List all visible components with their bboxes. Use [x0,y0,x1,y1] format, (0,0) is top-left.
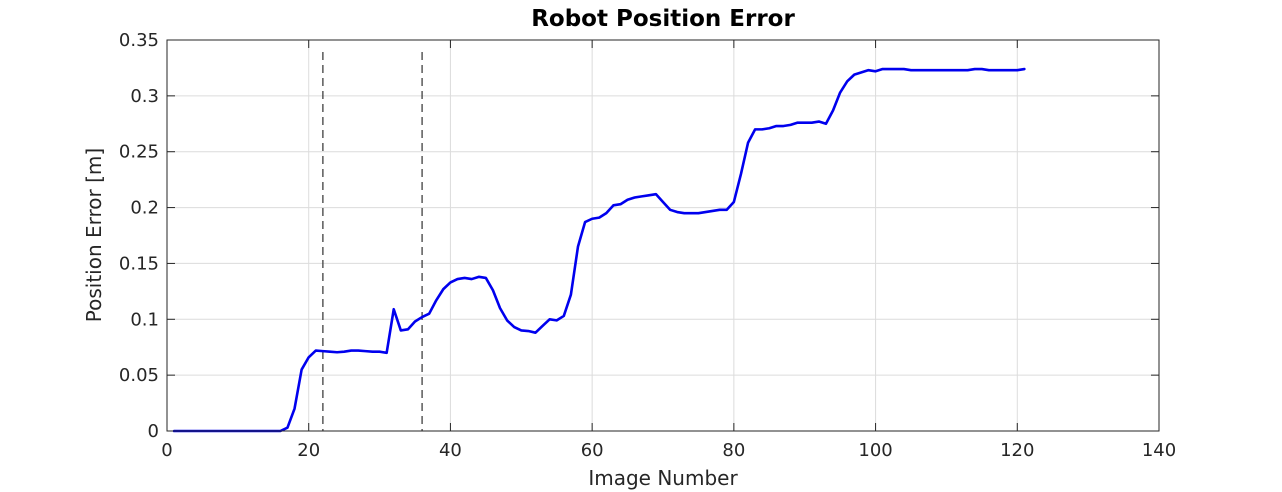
y-tick-label: 0 [148,421,159,442]
x-tick-label: 60 [581,440,604,461]
plot-frame [166,39,1160,432]
x-tick-label: 40 [439,440,462,461]
x-tick-label: 80 [722,440,745,461]
y-tick-label: 0.35 [119,30,159,51]
x-tick-label: 20 [297,440,320,461]
series-layer [172,67,1026,433]
y-tick-label: 0.05 [119,365,159,386]
x-tick-labels: 0 20 40 60 80 100 120 140 [161,440,1176,461]
y-tick-label: 0.2 [130,198,159,219]
chart-title: Robot Position Error [531,6,795,32]
y-tick-labels: 0 0.05 0.1 0.15 0.2 0.25 0.3 0.35 [119,30,159,442]
series-line-0 [172,67,1026,433]
y-tick-label: 0.15 [119,253,159,274]
axis-ticks [166,39,1160,432]
reference-lines [322,52,423,431]
x-tick-label: 120 [1000,440,1034,461]
x-tick-label: 100 [858,440,892,461]
x-axis-label: Image Number [588,466,738,490]
x-tick-label: 140 [1142,440,1176,461]
y-axis-label: Position Error [m] [82,148,106,322]
x-tick-label: 0 [161,440,172,461]
y-tick-label: 0.25 [119,142,159,163]
plot-area [167,40,1159,431]
y-tick-label: 0.3 [130,86,159,107]
y-tick-label: 0.1 [130,309,159,330]
